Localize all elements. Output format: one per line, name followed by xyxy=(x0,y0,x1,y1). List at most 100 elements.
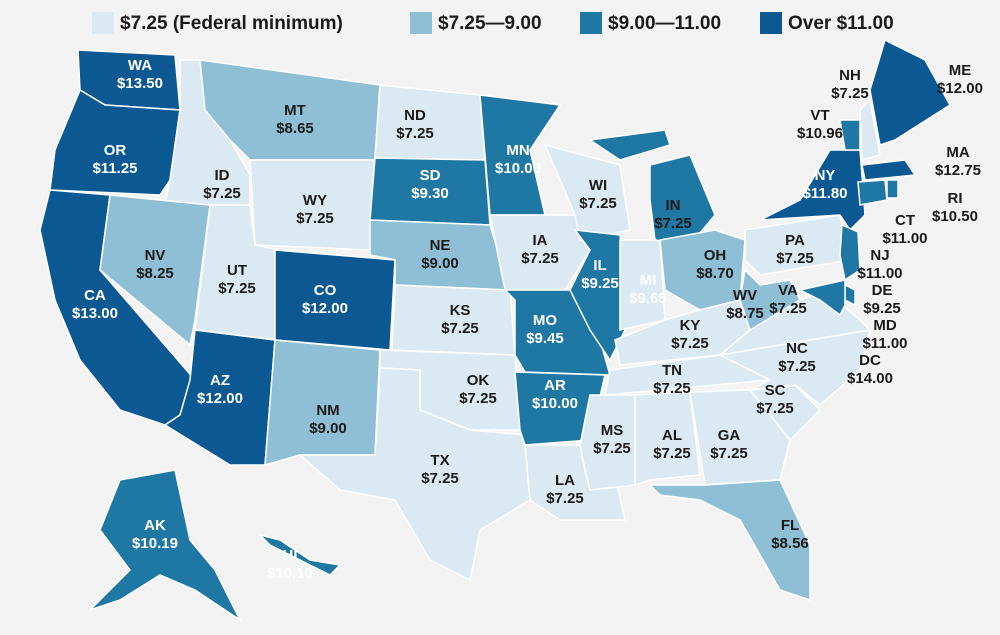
state-abbr: MT xyxy=(284,102,306,119)
state-abbr: OK xyxy=(467,372,490,389)
state-abbr: ID xyxy=(215,167,230,184)
legend-swatch xyxy=(92,12,114,34)
state-shape xyxy=(89,469,242,623)
state-abbr: ME xyxy=(949,62,972,79)
state-wage: $7.25 xyxy=(521,250,559,267)
state-abbr: FL xyxy=(781,517,799,534)
state-shape xyxy=(839,223,861,282)
legend-label: $9.00—11.00 xyxy=(608,13,721,34)
state-abbr: CT xyxy=(895,212,915,229)
state-wage: $8.25 xyxy=(136,265,174,282)
state-wage: $7.25 xyxy=(396,125,434,142)
state-wage: $10.10 xyxy=(267,565,313,582)
state-shape xyxy=(49,88,181,196)
state-wage: $10.00 xyxy=(495,160,541,177)
state-wage: $7.25 xyxy=(421,470,459,487)
legend-swatch xyxy=(410,12,432,34)
state-wage: $7.25 xyxy=(593,440,631,457)
state-wage: $7.25 xyxy=(831,85,869,102)
state-abbr: NY xyxy=(815,167,836,184)
state-abbr: GA xyxy=(718,427,741,444)
state-abbr: WV xyxy=(733,287,757,304)
state-abbr: IN xyxy=(666,197,681,214)
legend-label: $7.25—9.00 xyxy=(438,13,542,34)
state-wage: $7.25 xyxy=(579,195,617,212)
state-shape xyxy=(739,268,801,332)
state-shape xyxy=(479,94,562,216)
state-abbr: NJ xyxy=(870,247,889,264)
state-wage: $7.25 xyxy=(203,185,241,202)
state-wage: $9.45 xyxy=(526,330,564,347)
state-abbr: WI xyxy=(589,177,607,194)
state-shape xyxy=(869,38,951,146)
state-abbr: IA xyxy=(533,232,548,249)
state-wage: $7.25 xyxy=(459,390,497,407)
state-abbr: NC xyxy=(786,340,808,357)
state-wage: $7.25 xyxy=(441,320,479,337)
state-abbr: DC xyxy=(859,352,881,369)
state-shape xyxy=(844,283,856,307)
state-shape xyxy=(861,159,917,181)
legend-swatch xyxy=(580,12,602,34)
state-abbr: AR xyxy=(544,377,566,394)
state-wage: $11.00 xyxy=(862,335,907,352)
state-wage: $9.25 xyxy=(581,275,619,292)
state-wage: $13.50 xyxy=(117,75,163,92)
state-abbr: DE xyxy=(872,282,893,299)
state-shape xyxy=(99,194,211,347)
state-wage: $12.00 xyxy=(937,80,983,97)
state-abbr: SC xyxy=(765,382,786,399)
state-abbr: RI xyxy=(948,190,963,207)
state-wage: $7.25 xyxy=(769,300,807,317)
state-abbr: AZ xyxy=(210,372,230,389)
state-abbr: IL xyxy=(593,257,606,274)
state-wage: $7.25 xyxy=(296,210,334,227)
state-abbr: VT xyxy=(810,107,829,124)
state-wage: $9.00 xyxy=(309,420,347,437)
state-wage: $7.25 xyxy=(653,380,691,397)
state-abbr: HI xyxy=(283,547,298,564)
state-abbr: TX xyxy=(430,452,449,469)
state-wage: $7.25 xyxy=(710,445,748,462)
state-abbr: KS xyxy=(450,302,471,319)
state-abbr: MN xyxy=(506,142,529,159)
state-wage: $7.25 xyxy=(776,250,814,267)
state-shape xyxy=(744,214,851,276)
state-wage: $12.00 xyxy=(302,300,348,317)
state-wage: $7.25 xyxy=(654,215,692,232)
state-abbr: MI xyxy=(640,272,657,289)
state-abbr: VA xyxy=(778,282,798,299)
state-wage: $14.00 xyxy=(847,370,893,387)
state-wage: $13.00 xyxy=(72,305,118,322)
state-abbr: NM xyxy=(316,402,339,419)
state-abbr: PA xyxy=(785,232,805,249)
state-wage: $11.80 xyxy=(802,185,847,202)
state-abbr: OH xyxy=(704,247,727,264)
state-wage: $10.96 xyxy=(797,125,843,142)
state-shape xyxy=(857,179,888,206)
state-shape xyxy=(839,119,861,151)
state-shape xyxy=(689,389,791,486)
state-wage: $11.00 xyxy=(882,230,927,247)
state-shape xyxy=(859,98,881,161)
state-wage: $9.00 xyxy=(421,255,459,272)
state-wage: $8.70 xyxy=(696,265,734,282)
state-shape xyxy=(797,279,846,317)
legend: $7.25 (Federal minimum) $7.25—9.00 $9.00—1… xyxy=(92,12,894,34)
state-abbr: WY xyxy=(303,192,327,209)
state-shape xyxy=(257,533,342,576)
state-abbr: TN xyxy=(662,362,682,379)
state-wage: $10.50 xyxy=(932,208,978,225)
legend-label: $7.25 (Federal minimum) xyxy=(120,13,343,34)
state-wage: $9.65 xyxy=(629,290,667,307)
state-wage: $12.75 xyxy=(935,162,981,179)
legend-label: Over $11.00 xyxy=(788,13,894,34)
state-wage: $9.25 xyxy=(863,300,901,317)
state-abbr: CO xyxy=(314,282,337,299)
state-shape xyxy=(298,367,531,582)
state-abbr: KY xyxy=(680,317,701,334)
state-abbr: ND xyxy=(404,107,426,124)
state-shape xyxy=(489,214,591,291)
state-wage: $12.00 xyxy=(197,390,243,407)
